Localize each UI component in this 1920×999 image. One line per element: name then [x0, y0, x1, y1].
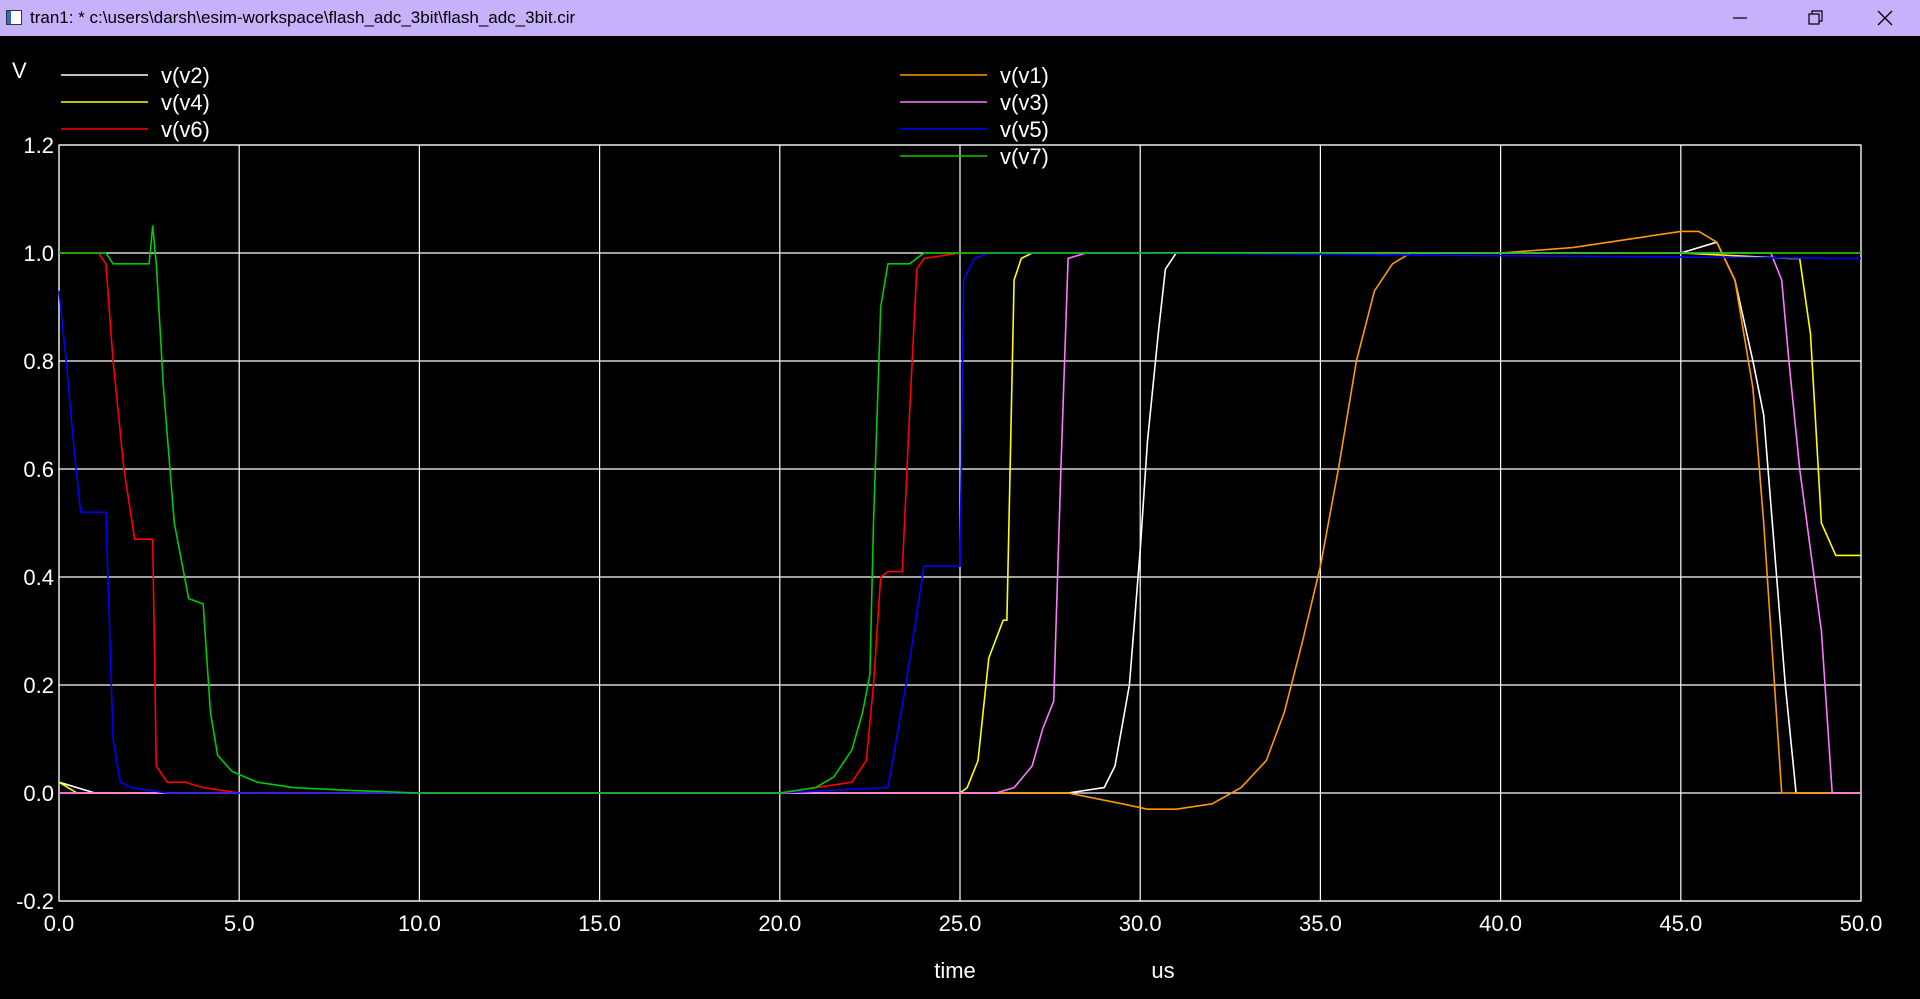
- x-tick-label: 15.0: [578, 911, 621, 936]
- y-tick-label: 1.0: [23, 241, 54, 266]
- x-tick-label: 50.0: [1840, 911, 1883, 936]
- close-button[interactable]: [1855, 0, 1915, 36]
- maximize-button[interactable]: [1785, 0, 1845, 36]
- waveform-chart[interactable]: 0.0 5.0 10.0 15.0 20.0 25.0 30.0 35.0 40.0 45.0 50…: [0, 36, 1920, 999]
- x-tick-label: 5.0: [224, 911, 255, 936]
- legend-label: v(v3): [1000, 90, 1049, 115]
- axes: 0.0 5.0 10.0 15.0 20.0 25.0 30.0 35.0 40.0 45.0 50…: [12, 58, 1882, 983]
- x-tick-label: 25.0: [939, 911, 982, 936]
- legend-label: v(v1): [1000, 63, 1049, 88]
- y-tick-label: -0.2: [16, 889, 54, 914]
- y-tick-label: 1.2: [23, 133, 54, 158]
- minimize-button[interactable]: [1710, 0, 1770, 36]
- y-tick-label: 0.0: [23, 781, 54, 806]
- y-tick-label: 0.2: [23, 673, 54, 698]
- minimize-icon: [1733, 17, 1747, 19]
- x-tick-label: 30.0: [1119, 911, 1162, 936]
- series-line-vv7: [59, 225, 1861, 794]
- plot-area: 0.0 5.0 10.0 15.0 20.0 25.0 30.0 35.0 40.0 45.0 50…: [0, 36, 1920, 999]
- legend-label: v(v4): [161, 90, 210, 115]
- legend-label: v(v6): [161, 117, 210, 142]
- legend-label: v(v2): [161, 63, 210, 88]
- x-tick-label: 0.0: [44, 911, 75, 936]
- window-title: tran1: * c:\users\darsh\esim-workspace\f…: [30, 8, 576, 27]
- x-tick-label: 35.0: [1299, 911, 1342, 936]
- y-tick-label: 0.8: [23, 349, 54, 374]
- y-tick-label: 0.6: [23, 457, 54, 482]
- legend-label: v(v5): [1000, 117, 1049, 142]
- legend: v(v2)v(v4)v(v6) v(v1)v(v3)v(v5)v(v7): [61, 63, 1049, 169]
- series-layer: [58, 225, 1862, 811]
- close-icon: [1877, 10, 1893, 26]
- x-tick-label: 20.0: [758, 911, 801, 936]
- series-line-vv1: [59, 230, 1861, 811]
- legend-label: v(v7): [1000, 144, 1049, 169]
- restore-icon: [1808, 10, 1823, 25]
- y-axis-label: V: [12, 58, 27, 83]
- x-tick-label: 45.0: [1659, 911, 1702, 936]
- x-tick-label: 40.0: [1479, 911, 1522, 936]
- window-titlebar: tran1: * c:\users\darsh\esim-workspace\f…: [0, 0, 1920, 36]
- app-icon: [6, 10, 22, 25]
- x-axis-label: time: [934, 958, 976, 983]
- y-tick-label: 0.4: [23, 565, 54, 590]
- x-axis-unit: us: [1151, 958, 1174, 983]
- x-tick-label: 10.0: [398, 911, 441, 936]
